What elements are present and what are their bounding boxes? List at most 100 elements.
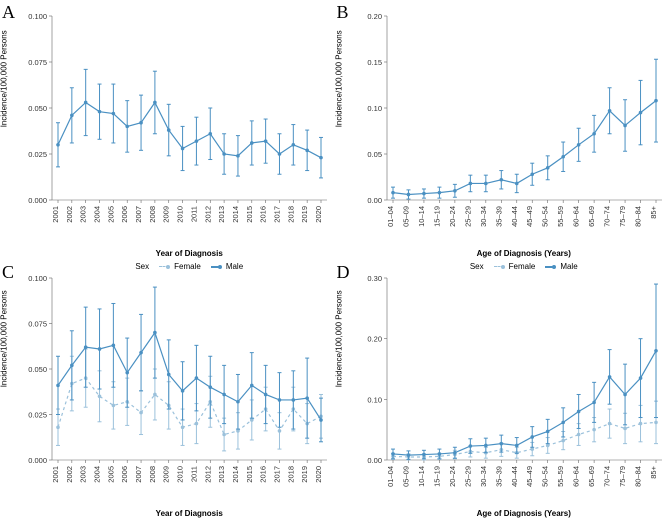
data-point	[514, 182, 518, 186]
panel-label: D	[337, 262, 350, 283]
y-tick-label: 0.15	[367, 58, 382, 67]
data-point	[139, 121, 143, 125]
x-tick-label: 25–29	[463, 206, 472, 227]
x-tick-label: 2002	[65, 466, 74, 483]
data-point	[391, 191, 395, 195]
x-tick-label: 2015	[245, 206, 254, 223]
y-tick-label: 0.05	[367, 150, 382, 159]
x-tick-label: 2012	[203, 206, 212, 223]
data-point	[654, 99, 658, 103]
x-tick-label: 45–49	[525, 466, 534, 487]
legend-item: Male	[545, 262, 577, 271]
chart-svg: 0.0000.0250.0500.0750.100200120022003200…	[52, 16, 327, 200]
chart-area: 0.0000.0250.0500.0750.100200120022003200…	[52, 16, 327, 200]
data-point	[437, 191, 441, 195]
x-tick-label: 05–09	[401, 466, 410, 487]
data-point	[181, 147, 185, 151]
x-tick-label: 40–44	[509, 466, 518, 487]
data-point	[139, 411, 143, 415]
data-point	[98, 347, 102, 351]
x-tick-label: 80–84	[633, 206, 642, 227]
x-tick-label: 45–49	[525, 206, 534, 227]
x-tick-label: 35–39	[494, 206, 503, 227]
y-tick-label: 0.100	[28, 12, 47, 21]
x-tick-label: 75–79	[618, 206, 627, 227]
x-tick-label: 2014	[231, 466, 240, 483]
data-point	[592, 132, 596, 136]
x-tick-label: 60–64	[571, 206, 580, 227]
x-tick-label: 30–34	[478, 206, 487, 227]
panel-c: CIncidence/100,000 PersonsYear of Diagno…	[0, 260, 335, 520]
data-point	[139, 351, 143, 355]
data-point	[167, 373, 171, 377]
x-tick-label: 15–19	[432, 206, 441, 227]
data-point	[112, 112, 116, 116]
legend-marker	[501, 265, 505, 269]
y-tick-label: 0.20	[367, 12, 382, 21]
x-tick-label: 2007	[134, 466, 143, 483]
data-point	[278, 152, 282, 156]
data-point	[153, 331, 157, 335]
x-tick-label: 2011	[189, 466, 198, 482]
data-point	[592, 428, 596, 432]
y-tick-label: 0.30	[367, 274, 382, 283]
data-point	[222, 152, 226, 156]
legend-item: Female	[494, 262, 536, 271]
series-line	[393, 101, 656, 195]
legend-item: Male	[211, 262, 243, 271]
x-tick-label: 50–54	[540, 466, 549, 487]
data-point	[319, 156, 323, 160]
data-point	[623, 124, 627, 128]
data-point	[222, 393, 226, 397]
data-point	[530, 172, 534, 176]
x-tick-label: 2012	[203, 466, 212, 483]
x-tick-label: 2003	[79, 466, 88, 483]
data-point	[607, 375, 611, 379]
y-tick-label: 0.000	[28, 196, 47, 205]
x-tick-label: 2020	[314, 466, 323, 483]
data-point	[250, 384, 254, 388]
data-point	[406, 193, 410, 197]
data-point	[561, 439, 565, 443]
data-point	[499, 178, 503, 182]
x-tick-label: 2016	[259, 206, 268, 223]
data-point	[292, 143, 296, 147]
data-point	[56, 384, 60, 388]
chart-area: 0.0000.0250.0500.0750.100200120022003200…	[52, 278, 327, 460]
x-tick-label: 10–14	[416, 466, 425, 487]
x-tick-label: 30–34	[478, 466, 487, 487]
data-point	[278, 429, 282, 433]
x-tick-label: 55–59	[556, 206, 565, 227]
x-tick-label: 60–64	[571, 466, 580, 487]
y-axis-title: Incidence/100,000 Persons	[0, 290, 9, 387]
x-axis-title: Age of Diagnosis (Years)	[387, 249, 662, 258]
data-point	[576, 143, 580, 147]
data-point	[250, 418, 254, 422]
x-tick-label: 2004	[93, 466, 102, 483]
x-tick-label: 2017	[272, 466, 281, 483]
data-point	[98, 395, 102, 399]
data-point	[422, 453, 426, 457]
panel-a: AIncidence/100,000 PersonsYear of Diagno…	[0, 0, 335, 260]
data-point	[576, 410, 580, 414]
data-point	[153, 393, 157, 397]
data-point	[264, 139, 268, 143]
data-point	[208, 132, 212, 136]
series-line	[393, 422, 656, 457]
data-point	[406, 453, 410, 457]
y-axis-title: Incidence/100,000 Persons	[0, 30, 9, 127]
series-line	[58, 378, 321, 434]
data-point	[576, 433, 580, 437]
data-point	[305, 396, 309, 400]
x-tick-label: 35–39	[494, 466, 503, 487]
x-tick-label: 75–79	[618, 466, 627, 487]
x-tick-label: 2006	[120, 206, 129, 223]
data-point	[98, 110, 102, 114]
chart-svg: 0.0000.0250.0500.0750.100200120022003200…	[52, 278, 327, 460]
data-point	[561, 155, 565, 159]
y-tick-label: 0.00	[367, 196, 382, 205]
x-tick-label: 2004	[93, 206, 102, 223]
x-tick-label: 2010	[176, 206, 185, 223]
y-tick-label: 0.000	[28, 456, 47, 465]
chart-svg: 0.000.100.200.3001–0405–0910–1415–1920–2…	[387, 278, 662, 460]
